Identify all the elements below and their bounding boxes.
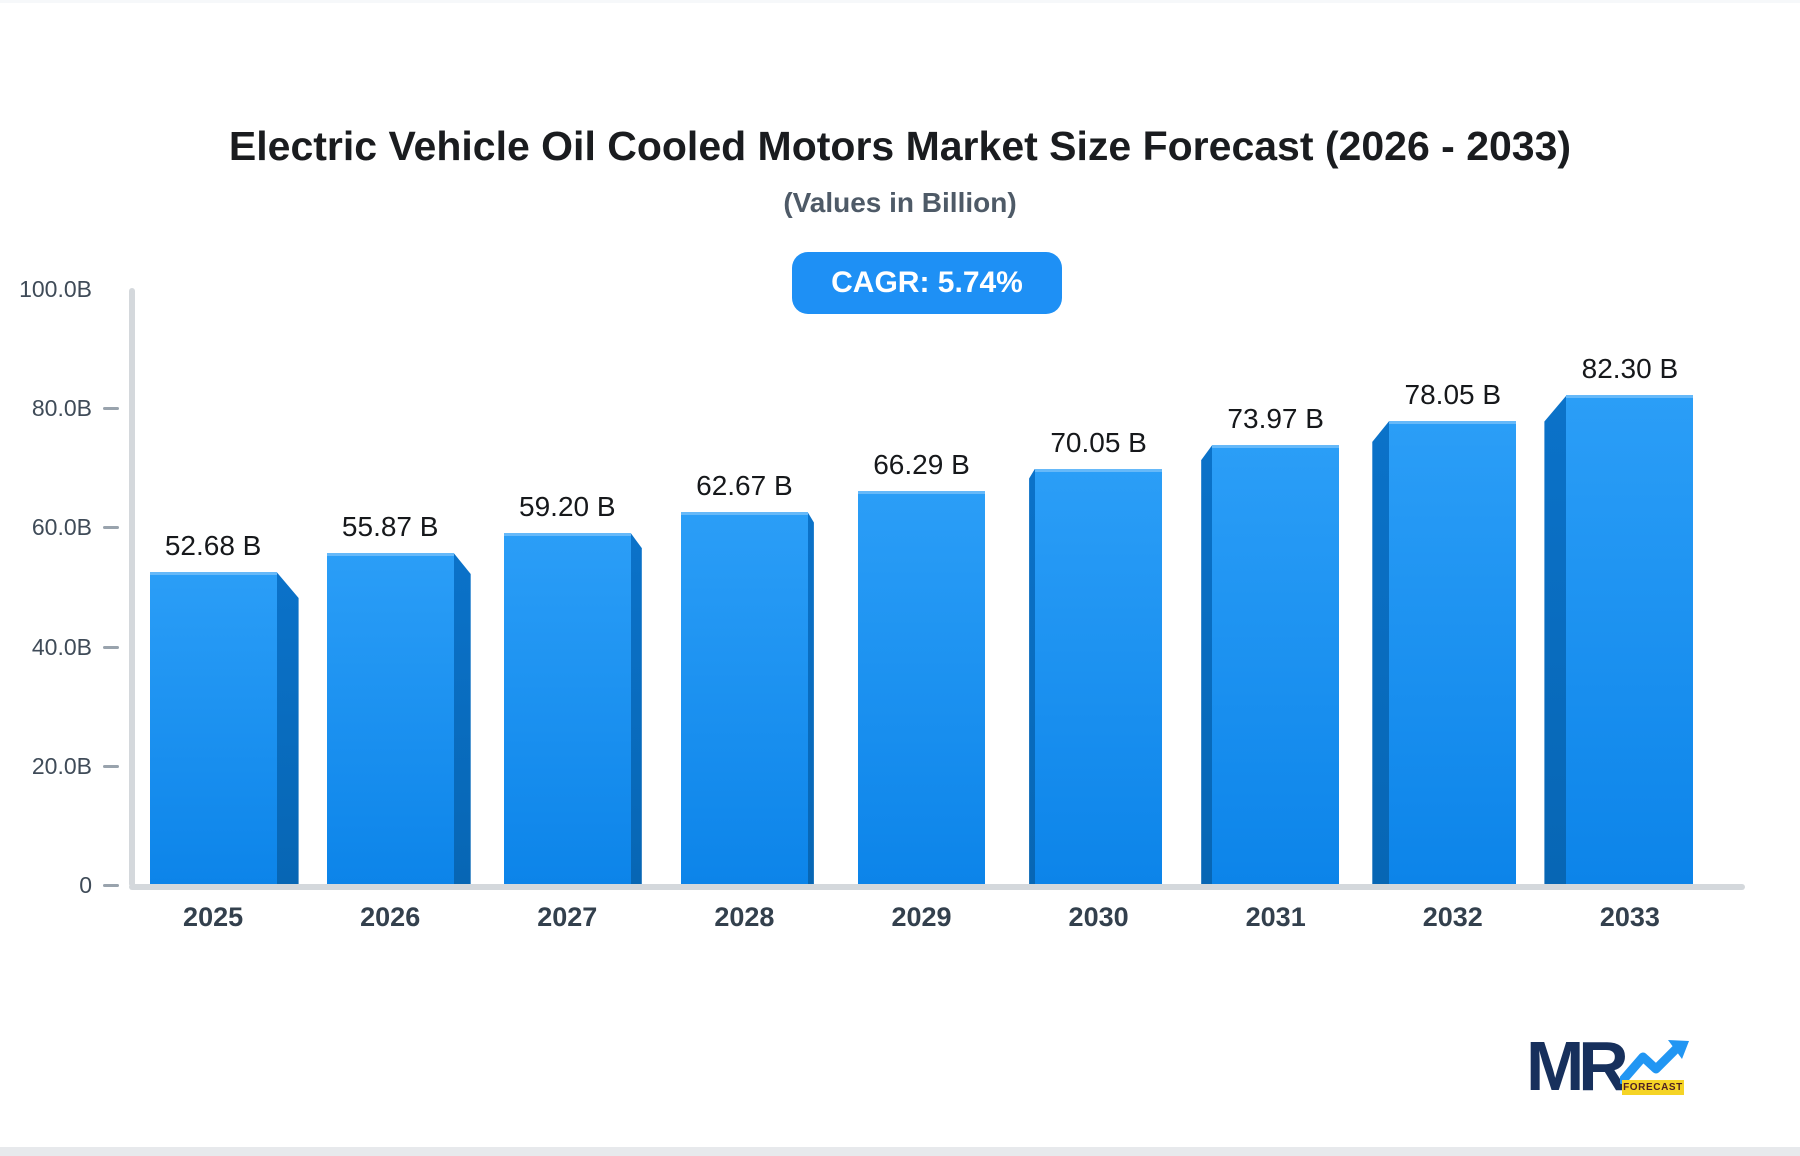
bar-2031[interactable] bbox=[1212, 445, 1340, 886]
y-tick-label: 60.0B bbox=[31, 514, 92, 541]
y-tick-mark bbox=[103, 645, 119, 649]
bar-2025[interactable] bbox=[149, 572, 277, 886]
x-axis-label-2028: 2028 bbox=[714, 902, 775, 932]
x-axis-label-2030: 2030 bbox=[1068, 902, 1129, 932]
y-tick-mark bbox=[103, 526, 119, 530]
x-axis-line bbox=[129, 884, 1745, 890]
y-tick-label: 40.0B bbox=[31, 633, 92, 660]
bar-value-label: 73.97 B bbox=[1227, 403, 1324, 435]
y-tick-mark bbox=[103, 764, 119, 768]
bar-2032[interactable] bbox=[1389, 420, 1517, 886]
bar-2029[interactable] bbox=[858, 490, 985, 886]
chart-subtitle: (Values in Billion) bbox=[783, 187, 1017, 219]
logo-tag-label: FORECAST bbox=[1622, 1080, 1684, 1095]
bar-side-face-2033 bbox=[1544, 395, 1567, 886]
bar-2026[interactable] bbox=[326, 553, 454, 886]
bar-2028[interactable] bbox=[680, 512, 808, 886]
logo-text: MR bbox=[1526, 1027, 1629, 1105]
bottom-border-strip bbox=[0, 1147, 1800, 1156]
bar-side-face-2030 bbox=[1029, 468, 1036, 886]
bar-side-face-2027 bbox=[630, 533, 642, 886]
bar-value-label: 59.20 B bbox=[519, 491, 616, 523]
x-axis-label-2026: 2026 bbox=[360, 902, 421, 932]
x-axis-label-2032: 2032 bbox=[1422, 902, 1483, 932]
y-tick-mark bbox=[103, 407, 119, 411]
bar-side-face-2025 bbox=[276, 572, 299, 886]
bar-value-label: 82.30 B bbox=[1581, 353, 1679, 385]
y-tick-label: 80.0B bbox=[31, 395, 92, 422]
x-axis-label-2027: 2027 bbox=[537, 902, 598, 932]
x-axis-label-2033: 2033 bbox=[1599, 902, 1660, 932]
chart-title: Electric Vehicle Oil Cooled Motors Marke… bbox=[228, 123, 1572, 170]
x-axis-label-2029: 2029 bbox=[891, 902, 952, 932]
bar-2030[interactable] bbox=[1035, 468, 1163, 886]
bar-value-label: 78.05 B bbox=[1404, 378, 1502, 410]
bar-side-face-2031 bbox=[1201, 445, 1213, 886]
top-border-strip bbox=[0, 0, 1800, 3]
x-axis-label-2031: 2031 bbox=[1245, 902, 1306, 932]
x-axis-label-2025: 2025 bbox=[183, 902, 244, 932]
trend-arrow-icon bbox=[1620, 1040, 1689, 1084]
bar-value-label: 70.05 B bbox=[1050, 426, 1147, 458]
bar-value-label: 62.67 B bbox=[696, 470, 793, 502]
bar-value-label: 52.68 B bbox=[164, 530, 262, 562]
bar-side-face-2028 bbox=[807, 512, 814, 886]
bar-value-label: 55.87 B bbox=[341, 511, 439, 542]
y-tick-mark bbox=[103, 884, 119, 887]
bar-2027[interactable] bbox=[503, 533, 631, 886]
y-axis-line bbox=[129, 288, 135, 887]
mr-forecast-logo: MR FORECAST bbox=[1526, 1027, 1706, 1105]
cagr-badge: CAGR: 5.74% bbox=[792, 252, 1062, 314]
y-tick-label: 0 bbox=[79, 872, 92, 898]
bar-2033[interactable] bbox=[1566, 395, 1694, 886]
y-tick-label: 20.0B bbox=[31, 752, 92, 779]
bar-value-label: 66.29 B bbox=[873, 448, 970, 480]
y-tick-label: 100.0B bbox=[19, 276, 92, 302]
bar-side-face-2032 bbox=[1372, 420, 1390, 886]
bar-side-face-2026 bbox=[453, 553, 471, 886]
